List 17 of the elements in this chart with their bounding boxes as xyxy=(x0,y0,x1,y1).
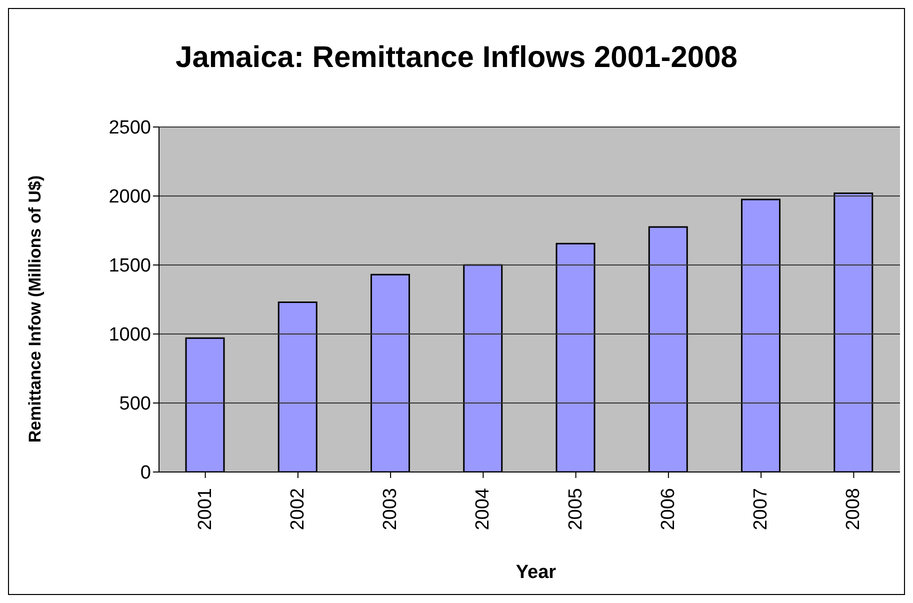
y-tick-label: 0 xyxy=(140,462,151,484)
y-tick-label: 2500 xyxy=(108,118,151,139)
x-tick-label: 2008 xyxy=(843,488,864,530)
x-axis-title: Year xyxy=(514,562,558,584)
x-tick-label: 2004 xyxy=(472,488,494,530)
x-tick-label: 2001 xyxy=(194,488,216,530)
chart-title: Jamaica: Remittance Inflows 2001-2008 xyxy=(174,41,738,75)
x-tick-label: 2002 xyxy=(287,488,308,530)
y-tick-label: 1000 xyxy=(108,324,151,346)
y-axis-title: Remittance Infow (Millions of U$) xyxy=(26,174,46,442)
y-tick-label: 2000 xyxy=(108,186,151,208)
x-tick-label: 2006 xyxy=(658,488,679,530)
x-tick-label: 2005 xyxy=(565,488,586,530)
x-tick-label: 2003 xyxy=(380,488,402,530)
y-tick-label: 500 xyxy=(119,394,151,415)
y-tick-label: 1500 xyxy=(108,256,151,277)
x-tick-label: 2007 xyxy=(750,488,772,530)
